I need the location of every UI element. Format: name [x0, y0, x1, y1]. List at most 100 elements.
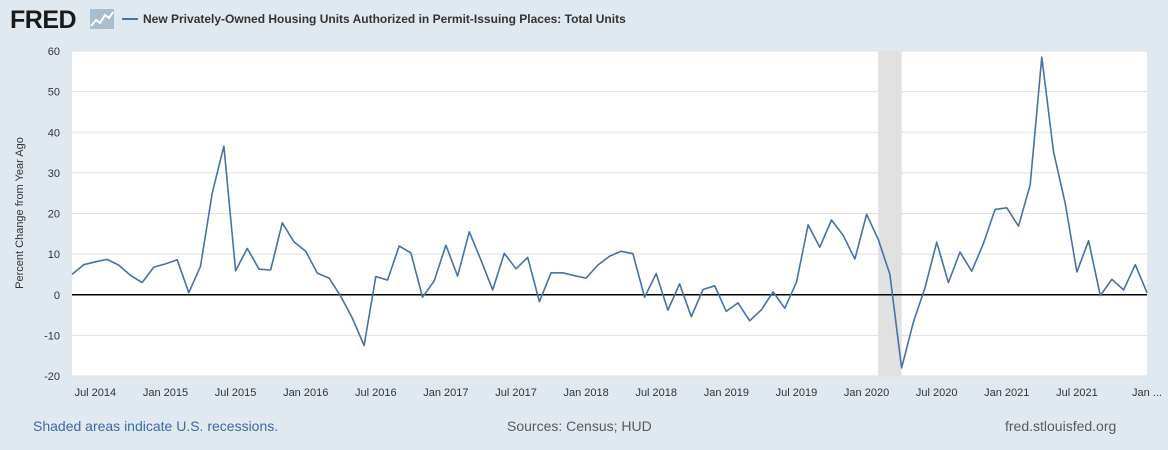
- data-point: [969, 269, 974, 274]
- data-point: [502, 251, 507, 256]
- x-tick-label: Jan 2020: [844, 387, 889, 399]
- data-point: [665, 308, 670, 313]
- x-tick-label: Jan 2017: [423, 387, 468, 399]
- data-point: [327, 276, 332, 281]
- y-tick-label: 20: [48, 209, 60, 221]
- data-point: [712, 283, 717, 288]
- recession-note: Shaded areas indicate U.S. recessions.: [33, 418, 279, 434]
- series-group: [70, 55, 1150, 369]
- data-point: [537, 299, 542, 304]
- data-point: [256, 267, 261, 272]
- x-tick-label: Jul 2016: [355, 387, 397, 399]
- data-point: [1039, 55, 1044, 60]
- data-point: [1121, 287, 1126, 292]
- x-tick-label: Jul 2019: [776, 387, 818, 399]
- data-point: [81, 262, 86, 267]
- data-point: [163, 261, 168, 266]
- data-point: [549, 270, 554, 275]
- header: FRED New Privately-Owned Housing Units A…: [0, 0, 1168, 40]
- x-tick-label: Jan 2016: [283, 387, 328, 399]
- x-tick-label: Jul 2015: [215, 387, 257, 399]
- y-tick-label: 60: [48, 46, 60, 58]
- data-point: [432, 278, 437, 283]
- x-tick-label: Jul 2017: [495, 387, 537, 399]
- x-tick-labels: Jul 2014 Jan 2015 Jul 2015 Jan 2016 Jul 2016…: [75, 387, 1162, 399]
- data-point: [689, 314, 694, 319]
- data-point: [864, 212, 869, 217]
- data-point: [467, 229, 472, 234]
- data-point: [397, 244, 402, 249]
- data-point: [338, 294, 343, 299]
- x-tick-label: Jan 2019: [704, 387, 749, 399]
- data-point: [525, 255, 530, 260]
- data-point: [841, 233, 846, 238]
- data-point: [1098, 293, 1103, 298]
- y-tick-label: 40: [48, 127, 60, 139]
- data-point: [70, 272, 75, 277]
- data-point: [233, 268, 238, 273]
- data-point: [736, 300, 741, 305]
- legend-line-swatch: [122, 18, 138, 20]
- data-point: [595, 263, 600, 268]
- y-tick-label: 30: [48, 168, 60, 180]
- data-point: [876, 237, 881, 242]
- x-tick-label: Jul 2021: [1056, 387, 1098, 399]
- y-tick-label: 0: [54, 290, 60, 302]
- data-point: [911, 320, 916, 325]
- data-point: [1074, 270, 1079, 275]
- data-point: [1133, 262, 1138, 267]
- x-tick-label: Jul 2018: [635, 387, 677, 399]
- fred-logo[interactable]: FRED: [10, 6, 77, 34]
- data-point: [315, 271, 320, 276]
- data-point: [373, 274, 378, 279]
- recession-band: [878, 51, 902, 376]
- data-point: [350, 316, 355, 321]
- data-point: [186, 290, 191, 295]
- data-point: [817, 245, 822, 250]
- data-point: [1016, 224, 1021, 229]
- data-point: [1063, 201, 1068, 206]
- data-point: [514, 266, 519, 271]
- x-tick-label: Jan 2021: [984, 387, 1029, 399]
- data-point: [654, 271, 659, 276]
- data-point: [759, 307, 764, 312]
- sources-text: Sources: Census; HUD: [507, 418, 652, 434]
- recession-shading: [878, 51, 902, 376]
- data-point: [292, 239, 297, 244]
- x-tick-label: Jul 2020: [916, 387, 958, 399]
- data-point: [747, 318, 752, 323]
- data-point: [210, 191, 215, 196]
- data-point: [385, 278, 390, 283]
- data-point: [771, 289, 776, 294]
- data-point: [572, 273, 577, 278]
- data-point: [198, 264, 203, 269]
- data-point: [946, 280, 951, 285]
- data-point: [1051, 149, 1056, 154]
- chart-graph-icon: [90, 9, 114, 29]
- data-point: [981, 241, 986, 246]
- data-point: [1145, 290, 1150, 295]
- data-point: [455, 274, 460, 279]
- data-point: [607, 254, 612, 259]
- data-point: [782, 306, 787, 311]
- data-point: [420, 295, 425, 300]
- data-point: [280, 220, 285, 225]
- data-point: [128, 273, 133, 278]
- data-point: [642, 295, 647, 300]
- data-point: [140, 280, 145, 285]
- data-point: [1004, 205, 1009, 210]
- data-point: [116, 263, 121, 268]
- data-point: [887, 272, 892, 277]
- data-point: [619, 249, 624, 254]
- data-point: [1028, 182, 1033, 187]
- data-point: [268, 267, 273, 272]
- site-link[interactable]: fred.stlouisfed.org: [1005, 418, 1117, 434]
- data-point: [829, 218, 834, 223]
- series-line: [71, 56, 1148, 369]
- y-tick-labels: 60 50 40 30 20 10 0 -10 -20: [44, 46, 60, 383]
- data-point: [478, 258, 483, 263]
- y-tick-label: -20: [44, 371, 60, 383]
- x-tick-label: Jul 2014: [75, 387, 117, 399]
- data-point: [151, 265, 156, 270]
